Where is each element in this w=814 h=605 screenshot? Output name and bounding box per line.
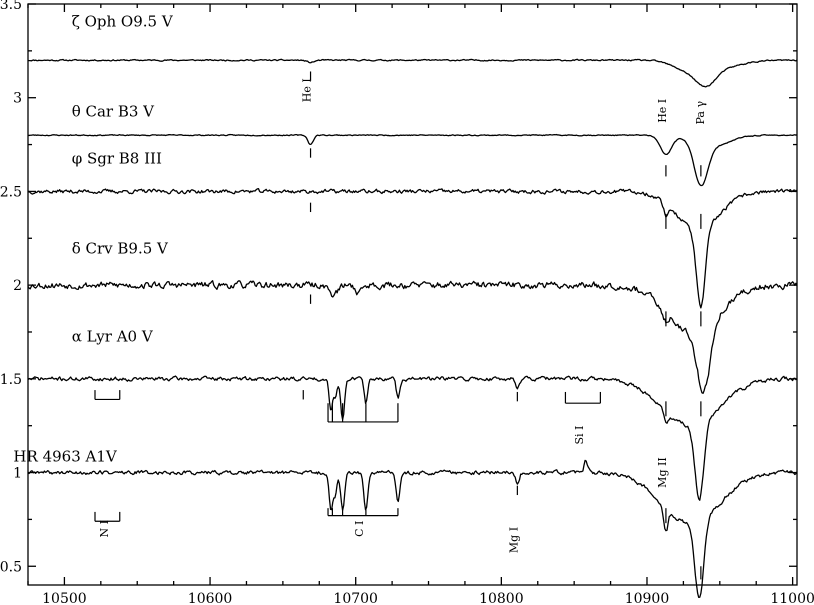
bracket-4 xyxy=(564,391,601,404)
bracket-3 xyxy=(327,508,399,517)
line-annotation-2: Pa γ xyxy=(694,101,707,125)
y-tick-label-1: 1 xyxy=(13,466,22,482)
line-annotation-0: He I xyxy=(301,78,314,102)
x-tick-label-2: 10700 xyxy=(333,591,378,605)
spectrum-line-4 xyxy=(27,375,798,501)
bracket-2 xyxy=(327,403,399,423)
series-label-4: α Lyr A0 V xyxy=(72,327,154,345)
spectra-group xyxy=(27,58,798,598)
labels-group: ζ Oph O9.5 V θ Car B3 V φ Sgr B8 III δ Crv … xyxy=(13,12,706,553)
series-label-0: ζ Oph O9.5 V xyxy=(72,12,174,30)
y-tick-label-4: 2.5 xyxy=(0,184,22,200)
x-tick-label-4: 10900 xyxy=(625,591,670,605)
x-tick-label-3: 10800 xyxy=(479,591,524,605)
spectrum-line-1 xyxy=(27,133,798,187)
y-tick-label-6: 3.5 xyxy=(0,0,22,13)
brackets-group xyxy=(94,390,601,522)
y-tick-label-2: 1.5 xyxy=(0,372,22,388)
y-tick-label-0: 0.5 xyxy=(0,559,22,575)
line-annotation-7: Mg I xyxy=(507,527,520,553)
spectrum-line-0 xyxy=(27,58,798,88)
line-annotation-4: Mg II xyxy=(656,457,669,488)
spectrum-line-5 xyxy=(27,459,798,598)
line-annotation-1: He I xyxy=(656,99,669,123)
x-tick-label-5: 11000 xyxy=(770,591,814,605)
spectrum-line-3 xyxy=(27,280,798,394)
series-label-5: HR 4963 A1V xyxy=(13,447,117,465)
line-annotation-6: C I xyxy=(353,521,366,537)
y-tick-label-5: 3 xyxy=(13,91,22,107)
series-label-3: δ Crv B9.5 V xyxy=(72,239,169,257)
line-annotation-5: N I xyxy=(98,520,111,537)
line-annotation-3: Si I xyxy=(573,426,586,445)
line-markers-group xyxy=(302,71,702,580)
series-label-2: φ Sgr B8 III xyxy=(72,149,162,167)
x-tick-label-0: 10500 xyxy=(42,591,87,605)
y-tick-label-3: 2 xyxy=(13,278,22,294)
bracket-1 xyxy=(94,511,121,522)
spectrum-line-2 xyxy=(27,187,798,309)
series-label-1: θ Car B3 V xyxy=(72,102,155,120)
bracket-0 xyxy=(94,390,121,401)
x-tick-label-1: 10600 xyxy=(188,591,233,605)
plot-frame xyxy=(27,3,798,586)
